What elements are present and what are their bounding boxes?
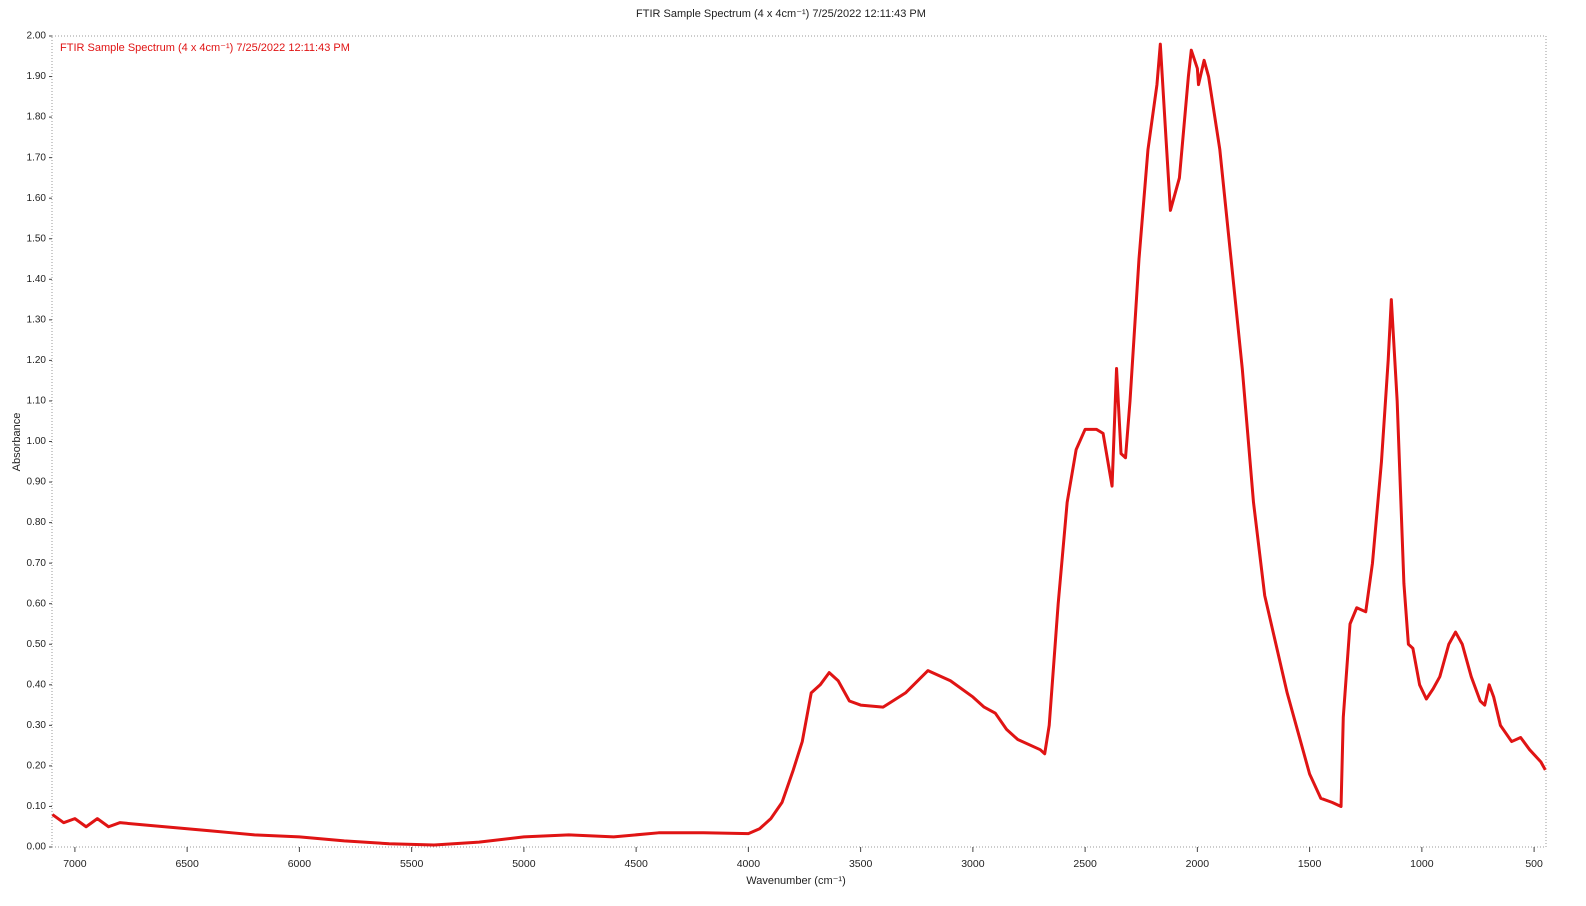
- x-tick-label: 6500: [175, 858, 199, 870]
- y-tick-label: 0.60: [27, 598, 47, 609]
- x-tick-label: 3500: [849, 858, 873, 870]
- y-tick-label: 2.00: [27, 31, 47, 42]
- x-axis-label: Wavenumber (cm⁻¹): [746, 875, 846, 887]
- y-tick-label: 1.40: [27, 274, 47, 285]
- y-tick-label: 0.00: [27, 842, 47, 853]
- x-tick-label: 3000: [961, 858, 985, 870]
- x-tick-label: 5500: [400, 858, 424, 870]
- y-tick-label: 1.80: [27, 112, 47, 123]
- x-tick-label: 6000: [288, 858, 312, 870]
- y-tick-label: 0.10: [27, 801, 47, 812]
- x-tick-label: 2000: [1186, 858, 1210, 870]
- y-tick-label: 0.80: [27, 517, 47, 528]
- x-tick-label: 5000: [512, 858, 536, 870]
- chart-title: FTIR Sample Spectrum (4 x 4cm⁻¹) 7/25/20…: [636, 8, 926, 20]
- x-tick-label: 500: [1525, 858, 1543, 870]
- x-tick-label: 4500: [624, 858, 648, 870]
- plot-frame: [51, 35, 1547, 848]
- y-tick-label: 1.20: [27, 355, 47, 366]
- y-tick-label: 1.90: [27, 71, 47, 82]
- y-tick-label: 0.70: [27, 558, 47, 569]
- x-tick-label: 2500: [1073, 858, 1097, 870]
- y-tick-label: 1.10: [27, 396, 47, 407]
- x-tick-label: 7000: [63, 858, 87, 870]
- y-tick-label: 1.70: [27, 152, 47, 163]
- y-tick-label: 0.40: [27, 679, 47, 690]
- spectrum-line: [51, 42, 1547, 847]
- x-tick-label: 1500: [1298, 858, 1322, 870]
- y-tick-label: 1.00: [27, 436, 47, 447]
- x-tick-label: 4000: [737, 858, 761, 870]
- legend-entry: FTIR Sample Spectrum (4 x 4cm⁻¹) 7/25/20…: [60, 42, 350, 54]
- y-tick-label: 1.60: [27, 193, 47, 204]
- y-tick-label: 1.30: [27, 314, 47, 325]
- y-tick-label: 0.30: [27, 720, 47, 731]
- y-axis-label: Absorbance: [11, 413, 23, 472]
- y-tick-label: 1.50: [27, 233, 47, 244]
- y-tick-label: 0.50: [27, 639, 47, 650]
- y-tick-label: 0.90: [27, 477, 47, 488]
- x-tick-label: 1000: [1410, 858, 1434, 870]
- y-tick-label: 0.20: [27, 761, 47, 772]
